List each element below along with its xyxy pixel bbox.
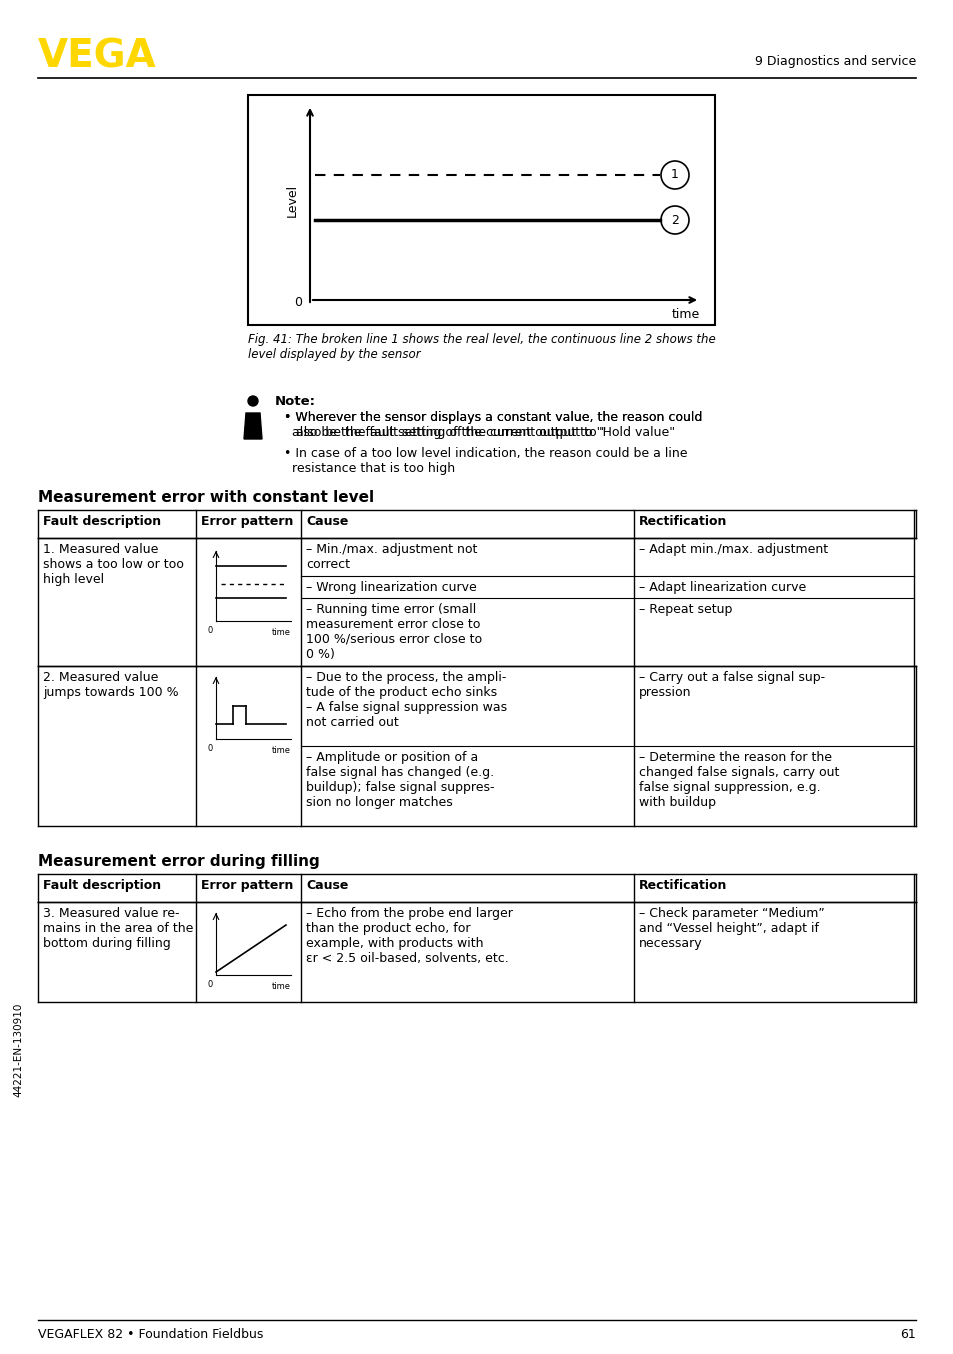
Text: • Wherever the sensor displays a constant value, the reason could
   also be the: • Wherever the sensor displays a constan…	[284, 412, 701, 439]
Text: Fault description: Fault description	[43, 515, 161, 528]
Text: time: time	[671, 309, 700, 321]
Text: 61: 61	[900, 1328, 915, 1340]
Text: VEGAFLEX 82 • Foundation Fieldbus: VEGAFLEX 82 • Foundation Fieldbus	[38, 1328, 263, 1340]
Text: – Wrong linearization curve: – Wrong linearization curve	[306, 581, 476, 594]
Text: time: time	[272, 982, 291, 991]
Circle shape	[248, 395, 257, 406]
Text: – Adapt min./max. adjustment: – Adapt min./max. adjustment	[639, 543, 827, 556]
Text: Measurement error with constant level: Measurement error with constant level	[38, 490, 374, 505]
Text: 0: 0	[208, 980, 213, 988]
Text: – Due to the process, the ampli-
tude of the product echo sinks
– A false signal: – Due to the process, the ampli- tude of…	[306, 672, 507, 728]
Text: Rectification: Rectification	[639, 879, 726, 892]
Text: – Repeat setup: – Repeat setup	[639, 603, 732, 616]
Text: 44221-EN-130910: 44221-EN-130910	[13, 1003, 23, 1097]
Text: Fig. 41: The broken line 1 shows the real level, the continuous line 2 shows the: Fig. 41: The broken line 1 shows the rea…	[248, 333, 715, 362]
Text: Measurement error during filling: Measurement error during filling	[38, 854, 319, 869]
Text: – Determine the reason for the
changed false signals, carry out
false signal sup: – Determine the reason for the changed f…	[639, 751, 839, 808]
Text: Error pattern: Error pattern	[201, 879, 294, 892]
Text: Cause: Cause	[306, 515, 348, 528]
Text: 1: 1	[670, 168, 679, 181]
Text: 3. Measured value re-
mains in the area of the
bottom during filling: 3. Measured value re- mains in the area …	[43, 907, 193, 951]
Text: 9 Diagnostics and service: 9 Diagnostics and service	[754, 56, 915, 68]
Text: Note:: Note:	[274, 395, 315, 408]
Text: Level: Level	[285, 183, 298, 217]
Text: 0: 0	[208, 743, 213, 753]
Text: – Running time error (small
measurement error close to
100 %/serious error close: – Running time error (small measurement …	[306, 603, 481, 661]
Text: Fault description: Fault description	[43, 879, 161, 892]
Text: Rectification: Rectification	[639, 515, 726, 528]
Text: – Carry out a false signal sup-
pression: – Carry out a false signal sup- pression	[639, 672, 824, 699]
Text: time: time	[272, 628, 291, 636]
Text: • Wherever the sensor displays a constant value, the reason could
  also be the : • Wherever the sensor displays a constan…	[284, 412, 701, 439]
Text: • In case of a too low level indication, the reason could be a line
  resistance: • In case of a too low level indication,…	[284, 447, 687, 475]
Text: VEGA: VEGA	[38, 38, 156, 76]
Text: – Min./max. adjustment not
correct: – Min./max. adjustment not correct	[306, 543, 476, 571]
Text: 0: 0	[294, 297, 302, 310]
Text: – Check parameter “Medium”
and “Vessel height”, adapt if
necessary: – Check parameter “Medium” and “Vessel h…	[639, 907, 824, 951]
Polygon shape	[244, 413, 262, 439]
Text: 1. Measured value
shows a too low or too
high level: 1. Measured value shows a too low or too…	[43, 543, 184, 586]
Text: 2: 2	[670, 214, 679, 226]
Text: Error pattern: Error pattern	[201, 515, 294, 528]
Text: – Amplitude or position of a
false signal has changed (e.g.
buildup); false sign: – Amplitude or position of a false signa…	[306, 751, 494, 808]
Text: time: time	[272, 746, 291, 756]
Text: – Adapt linearization curve: – Adapt linearization curve	[639, 581, 805, 594]
Text: Cause: Cause	[306, 879, 348, 892]
Text: 0: 0	[208, 626, 213, 635]
Text: 2. Measured value
jumps towards 100 %: 2. Measured value jumps towards 100 %	[43, 672, 178, 699]
Text: – Echo from the probe end larger
than the product echo, for
example, with produc: – Echo from the probe end larger than th…	[306, 907, 513, 965]
